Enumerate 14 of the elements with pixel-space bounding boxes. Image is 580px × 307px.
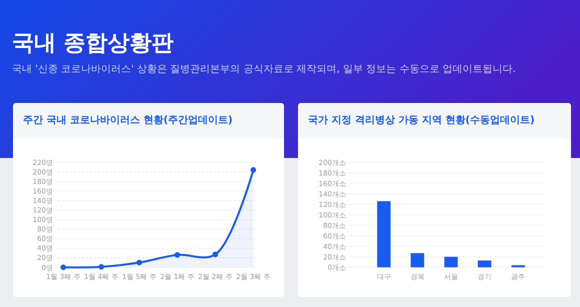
point: [174, 252, 180, 258]
point: [250, 167, 256, 173]
point: [212, 252, 218, 258]
point: [60, 264, 66, 270]
chart-title: 주간 국내 코로나바이러스 현황(주간업데이트): [23, 115, 233, 126]
bar: [478, 260, 492, 268]
chart-title: 국가 지정 격리병상 가동 지역 현황(수동업데이트): [308, 115, 535, 126]
text: 국내 '신종 코로나바이러스' 상황은 질병관리본부의 공식자료로 제작되며, 일부 정보는 수동으로 업데이트됩니다.: [12, 64, 516, 75]
bar: [410, 253, 424, 268]
bar: [377, 201, 391, 268]
point: [98, 264, 104, 270]
point: [136, 260, 142, 266]
bar: [444, 256, 458, 268]
text: 국내 종합상황판: [12, 31, 174, 56]
